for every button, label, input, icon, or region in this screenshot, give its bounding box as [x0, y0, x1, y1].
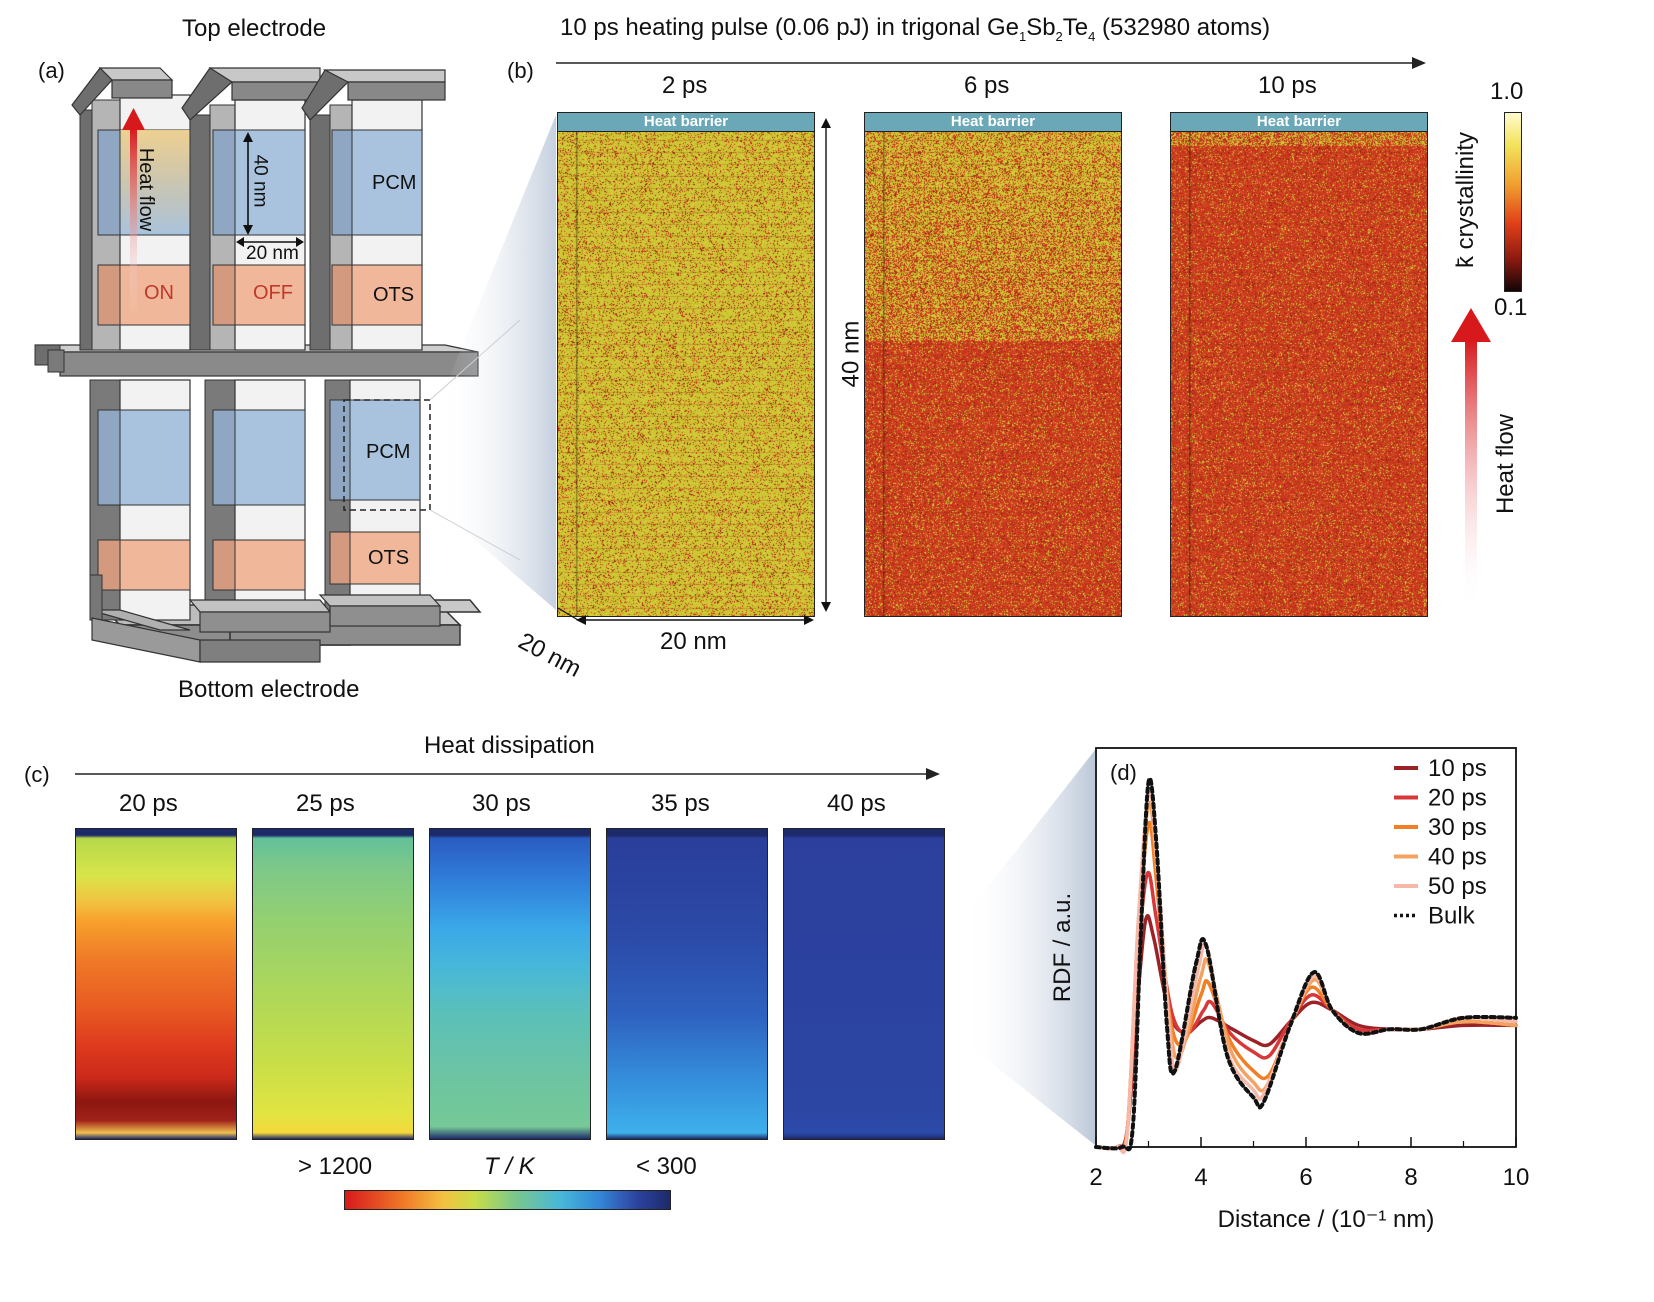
temperature-colorbar — [344, 1190, 671, 1210]
cb-high-label: > 1200 — [298, 1153, 373, 1180]
legend-label: 30 ps — [1428, 814, 1487, 841]
time-label-2ps: 2 ps — [662, 72, 708, 99]
pcm-label-bottom: PCM — [366, 441, 411, 463]
heat-barrier-label: Heat barrier — [643, 113, 729, 130]
heatmap-35ps — [606, 828, 768, 1140]
panel-a-label: (a) — [38, 58, 65, 83]
dimension-40nm — [243, 132, 253, 235]
atom-slab-10ps — [1170, 115, 1428, 617]
heat-barrier-10ps: Heat barrier — [1170, 112, 1428, 132]
dimension-20nm — [236, 237, 304, 247]
heatmap-25ps — [252, 828, 414, 1140]
cb-temp-label: T / K — [484, 1153, 535, 1180]
ots-label-bottom: OTS — [368, 547, 410, 569]
dim-20nm-b-width: 20 nm — [660, 628, 727, 655]
zoom-projection-b — [440, 115, 556, 610]
x-tick-label: 2 — [1089, 1164, 1102, 1191]
panel-b-title: 10 ps heating pulse (0.06 pJ) in trigona… — [560, 14, 1271, 44]
y-axis-label: RDF / a.u. — [1049, 893, 1076, 1002]
bottom-electrode-label: Bottom electrode — [178, 676, 360, 703]
series-line-bulk — [1094, 776, 1518, 1152]
x-tick-label: 10 — [1503, 1164, 1530, 1191]
bottom-electrode-front — [89, 574, 442, 663]
heatmap-40ps — [783, 828, 945, 1140]
time-40ps: 40 ps — [827, 790, 886, 817]
selected-pcm-box — [343, 399, 431, 511]
panel-c-label: (c) — [24, 762, 50, 787]
heat-flow-arrow — [122, 108, 145, 318]
panel-a: (a) Top electrode Bottom electrode — [0, 0, 520, 720]
rdf-chart: 2 4 6 8 10 Distance / (10⁻¹ nm) RDF / a.u. (d) 1… — [1049, 747, 1530, 1233]
time-25ps: 25 ps — [296, 790, 355, 817]
panel-c-title: Heat dissipation — [424, 732, 595, 759]
time-30ps: 30 ps — [472, 790, 531, 817]
top-electrode-label: Top electrode — [182, 15, 327, 42]
colorbar-min-label: 0.1 — [1494, 294, 1528, 321]
time-arrow-b — [556, 57, 1426, 69]
legend-label: 10 ps — [1428, 755, 1487, 782]
x-tick-label: 8 — [1404, 1164, 1417, 1191]
x-tick-label: 6 — [1299, 1164, 1312, 1191]
atom-slab-2ps — [557, 115, 815, 617]
legend-label: 50 ps — [1428, 873, 1487, 900]
heatmap-30ps — [429, 828, 591, 1140]
top-electrode-bars — [71, 67, 446, 121]
series-line-10-ps — [1094, 913, 1518, 1151]
lower-pillars — [89, 379, 421, 621]
panel-c: (c) Heat dissipation 20 ps 25 ps 30 ps 3… — [0, 720, 1000, 1302]
crystallinity-colorbar — [1504, 112, 1522, 292]
heat-barrier-6ps: Heat barrier — [864, 112, 1122, 132]
time-35ps: 35 ps — [651, 790, 710, 817]
panel-d: 2 4 6 8 10 Distance / (10⁻¹ nm) RDF / a.u. (d) 1… — [960, 740, 1654, 1300]
x-tick-label: 4 — [1194, 1164, 1207, 1191]
dim-20nm-label: 20 nm — [246, 243, 299, 264]
legend-label: Bulk — [1428, 903, 1476, 930]
time-arrow-c — [75, 768, 940, 780]
heat-flow-arrow-b — [1451, 308, 1491, 610]
time-label-10ps: 10 ps — [1258, 72, 1317, 99]
colorbar-max-label: 1.0 — [1490, 78, 1524, 105]
on-label: ON — [144, 282, 174, 304]
panel-d-label: (d) — [1110, 760, 1137, 785]
x-axis-label: Distance / (10⁻¹ nm) — [1218, 1206, 1435, 1233]
heat-barrier-2ps: Heat barrier — [557, 112, 815, 132]
time-label-6ps: 6 ps — [964, 72, 1010, 99]
panel-b: (b) 10 ps heating pulse (0.06 pJ) in tri… — [440, 14, 1528, 683]
heat-flow-label-b: Heat flow — [1492, 413, 1520, 515]
time-20ps: 20 ps — [119, 790, 178, 817]
heat-barrier-label: Heat barrier — [1256, 113, 1342, 130]
crossbar-device-diagram — [34, 67, 520, 663]
heat-barrier-label: Heat barrier — [950, 113, 1036, 130]
legend-label: 40 ps — [1428, 844, 1487, 871]
dimensions-b — [557, 118, 831, 625]
ots-label-top: OTS — [373, 284, 415, 306]
off-label: OFF — [253, 282, 293, 304]
rdf-projection — [962, 750, 1095, 1145]
cb-low-label: < 300 — [636, 1153, 697, 1180]
pcm-label-top: PCM — [372, 172, 417, 194]
panel-b-label: (b) — [507, 58, 534, 83]
atom-slab-6ps — [864, 115, 1122, 617]
legend-label: 20 ps — [1428, 785, 1487, 812]
heatmap-20ps — [75, 828, 237, 1140]
